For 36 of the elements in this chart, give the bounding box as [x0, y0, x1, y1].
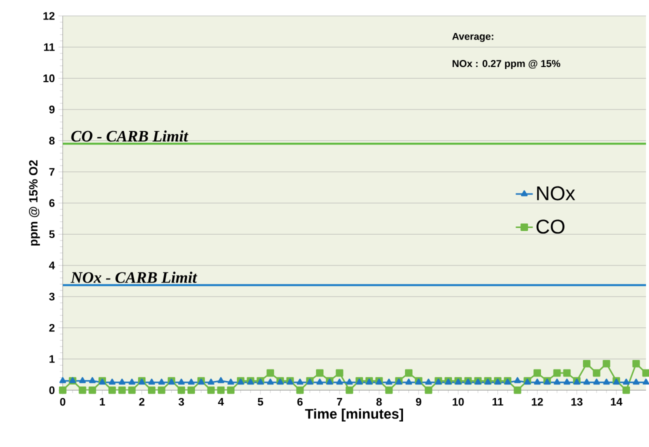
x-tick-label: 12 [532, 398, 543, 406]
x-tick-label: 13 [571, 398, 583, 406]
annotation: NOx : 0.27 ppm @ 15% [452, 60, 560, 70]
x-tick-label: 0 [60, 398, 66, 406]
ref-line-label: NOx - CARB Limit [70, 272, 198, 283]
x-tick-label: 2 [139, 398, 144, 406]
y-tick-label: 11 [44, 43, 55, 51]
x-tick-label: 7 [336, 398, 342, 406]
y-tick-label: 8 [49, 136, 55, 145]
x-tick-label: 3 [178, 398, 184, 406]
x-tick-label: 9 [416, 398, 422, 406]
y-tick-label: 3 [49, 292, 55, 301]
x-tick-label: 14 [610, 398, 622, 406]
legend-label: NOx [537, 186, 576, 200]
y-tick-label: 7 [49, 168, 54, 176]
y-tick-label: 2 [49, 324, 55, 332]
ref-line-label: CO - CARB Limit [71, 130, 188, 142]
x-tick-label: 11 [492, 398, 504, 406]
y-tick-label: 4 [49, 262, 55, 270]
y-tick-label: 5 [49, 230, 55, 238]
y-tick-label: 9 [49, 106, 55, 114]
x-tick-label: 1 [100, 398, 105, 406]
y-tick-label: 10 [43, 74, 54, 82]
x-tick-label: 5 [258, 398, 264, 406]
y-tick-label: 12 [43, 12, 55, 20]
y-tick-label: 0 [49, 386, 54, 394]
y-tick-label: 6 [49, 199, 55, 207]
legend-label: CO [536, 220, 564, 234]
x-axis-title: Time [minutes] [305, 408, 403, 422]
y-axis-title: ppm @ 15% O2 [28, 160, 40, 246]
y-tick-label: 1 [50, 355, 55, 363]
annotation: Average: [452, 32, 494, 42]
x-tick-label: 4 [218, 398, 224, 406]
x-tick-label: 6 [297, 398, 303, 406]
x-tick-label: 10 [452, 398, 464, 406]
x-tick-label: 8 [376, 398, 382, 406]
